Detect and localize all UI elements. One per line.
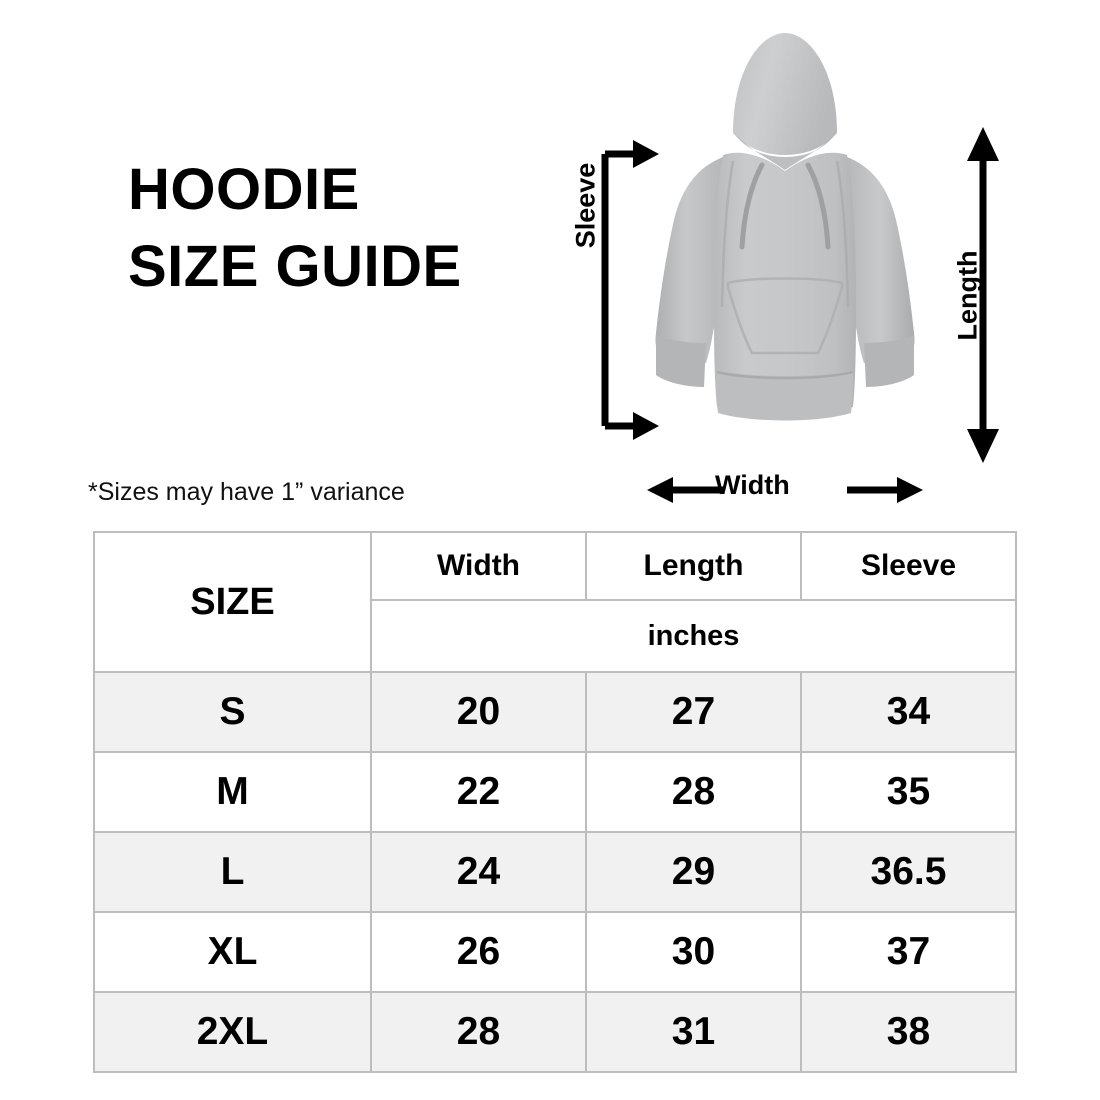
header-cell-width: Width [370, 531, 587, 601]
cell-size: XL [93, 911, 372, 993]
right-sleeve [845, 157, 915, 363]
kangaroo-pocket [726, 277, 844, 355]
cell-size: S [93, 671, 372, 753]
hem-seam [716, 370, 854, 380]
title-line-1: HOODIE [128, 157, 360, 222]
left-drawstring [739, 162, 765, 250]
cell-length: 28 [585, 751, 802, 833]
cell-sleeve: 35 [800, 751, 1017, 833]
table-row: XL 26 30 37 [93, 911, 1017, 993]
header-cell-units: inches [370, 599, 1017, 673]
right-drawstring [805, 162, 831, 250]
cell-size: 2XL [93, 991, 372, 1073]
hood-shape [733, 33, 837, 155]
sleeve-measurement-label: Sleeve [570, 162, 601, 249]
cell-sleeve: 38 [800, 991, 1017, 1073]
cell-length: 30 [585, 911, 802, 993]
table-row: 2XL 28 31 38 [93, 991, 1017, 1073]
cell-sleeve: 34 [800, 671, 1017, 753]
table-row: L 24 29 36.5 [93, 831, 1017, 913]
cell-width: 22 [370, 751, 587, 833]
cell-sleeve: 37 [800, 911, 1017, 993]
size-chart-table: SIZE Width Length Sleeve inches S 20 27 … [93, 531, 1017, 1073]
left-cuff [656, 335, 706, 387]
width-measurement-label: Width [715, 470, 790, 500]
cell-width: 26 [370, 911, 587, 993]
sleeve-measurement-arrow [601, 140, 659, 440]
table-row: S 20 27 34 [93, 671, 1017, 753]
title-line-2: SIZE GUIDE [128, 233, 462, 299]
header-cell-length: Length [585, 531, 802, 601]
cell-width: 28 [370, 991, 587, 1073]
cell-width: 20 [370, 671, 587, 753]
variance-disclaimer: *Sizes may have 1” variance [88, 478, 405, 506]
hoodie-illustration: Sleeve Length Width [570, 10, 1075, 520]
cell-length: 29 [585, 831, 802, 913]
cell-length: 27 [585, 671, 802, 753]
header-row-units: inches [94, 599, 1017, 673]
cell-length: 31 [585, 991, 802, 1073]
hoodie-garment-image [655, 33, 915, 421]
bottom-hem [716, 370, 853, 421]
table-header: SIZE Width Length Sleeve inches [93, 531, 1017, 673]
header-row-measurements: SIZE Width Length Sleeve [93, 531, 1017, 673]
right-cuff [864, 335, 914, 387]
cell-width: 24 [370, 831, 587, 913]
length-measurement-label: Length [952, 250, 983, 341]
cell-sleeve: 36.5 [800, 831, 1017, 913]
header-cell-size: SIZE [93, 531, 372, 673]
left-sleeve [655, 157, 725, 363]
header-cell-sleeve: Sleeve [800, 531, 1017, 601]
page-title: HOODIE SIZE GUIDE [128, 152, 598, 305]
right-raglan-seam [835, 160, 850, 308]
left-raglan-seam [720, 160, 735, 308]
table-row: M 22 28 35 [93, 751, 1017, 833]
hood-opening [736, 135, 834, 170]
cell-size: M [93, 751, 372, 833]
cell-size: L [93, 831, 372, 913]
width-measurement-arrow [647, 477, 923, 503]
table-body: S 20 27 34 M 22 28 35 L 24 29 36.5 XL 26… [93, 671, 1017, 1073]
length-measurement-arrow [967, 127, 999, 463]
